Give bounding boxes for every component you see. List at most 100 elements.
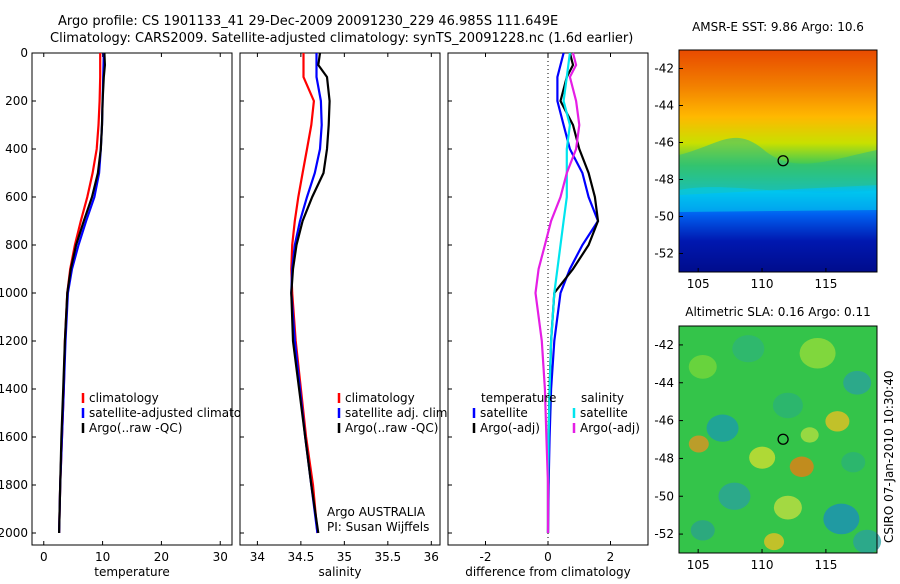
argo-float-marker — [777, 433, 789, 445]
sst-front-band — [679, 137, 877, 195]
temperature-ytick-label: 1600 — [0, 430, 28, 444]
difference-xtick-label: -2 — [480, 550, 492, 564]
sla-anomaly-patch — [688, 354, 717, 379]
sst_map-title: AMSR-E SST: 9.86 Argo: 10.6 — [692, 20, 864, 34]
salinity-annotation: PI: Susan Wijffels — [327, 520, 429, 534]
salinity-series-line — [290, 52, 331, 534]
temperature-legend-item: satellite-adjusted climatolog — [89, 406, 259, 420]
sla-anomaly-patch — [764, 533, 785, 551]
temperature-legend-item: climatology — [89, 391, 159, 405]
temperature-ytick-label: 2000 — [0, 526, 28, 540]
sla-anomaly-patch — [789, 456, 814, 477]
sla_map-xtick-label: 110 — [751, 558, 774, 572]
argo-float-marker — [777, 155, 789, 167]
figure-title-line2: Climatology: CARS2009. Satellite-adjuste… — [50, 31, 633, 46]
sst_map-ytick-label: -50 — [654, 210, 674, 224]
sla_map-title: Altimetric SLA: 0.16 Argo: 0.11 — [685, 305, 870, 319]
temperature-xtick-label: 0 — [40, 550, 48, 564]
temperature-ytick-label: 1000 — [0, 286, 28, 300]
difference-legend-heading: temperature — [481, 391, 556, 405]
salinity-legend-item: Argo(..raw -QC) — [345, 421, 438, 435]
difference-xtick-label: 2 — [607, 550, 615, 564]
salinity-xtick-label: 35 — [337, 550, 352, 564]
sst_map-axes-box — [678, 49, 878, 273]
temperature-xtick-label: 10 — [95, 550, 110, 564]
sla-anomaly-patch — [853, 529, 882, 554]
sla-anomaly-patch — [690, 520, 715, 541]
sla_map-ytick-label: -46 — [654, 414, 674, 428]
sla-anomaly-patch — [843, 370, 872, 395]
salinity-xlabel: salinity — [318, 565, 361, 579]
salinity-xtick-label: 36 — [424, 550, 439, 564]
difference-legend-item: Argo(-adj) — [580, 421, 640, 435]
sla-anomaly-patch — [799, 337, 836, 369]
sla-anomaly-patch — [706, 414, 739, 442]
temperature-ytick-label: 200 — [5, 94, 28, 108]
salinity-xtick-label: 35.5 — [374, 550, 401, 564]
sla_map-ytick-label: -50 — [654, 489, 674, 503]
salinity-annotation: Argo AUSTRALIA — [327, 505, 426, 519]
temperature-ytick-label: 400 — [5, 142, 28, 156]
sla-anomaly-patch — [718, 482, 751, 510]
sla_map-ytick-label: -42 — [654, 338, 674, 352]
temperature-axes-box — [31, 52, 233, 546]
salinity-axes-box — [239, 52, 441, 546]
sst_map-ytick-label: -44 — [654, 99, 674, 113]
sla-anomaly-patch — [800, 427, 819, 443]
sla-anomaly-patch — [823, 503, 860, 535]
sst-map-panel: AMSR-E SST: 9.86 Argo: 10.6 -42 -44 -46 -48 -… — [654, 20, 878, 291]
difference-legend-heading: salinity — [581, 391, 624, 405]
sla-anomaly-patch — [773, 495, 802, 520]
sla_map-ytick-label: -48 — [654, 451, 674, 465]
temperature-ytick-label: 1800 — [0, 478, 28, 492]
timestamp-stamp: CSIRO 07-Jan-2010 10:30:40 — [882, 371, 896, 543]
temperature-ytick-label: 1400 — [0, 382, 28, 396]
temperature-panel: 0 10 20 30 0 200 400 600 800 1000 1200 1400 1600 1800… — [0, 46, 259, 579]
salinity-xtick-label: 34 — [250, 550, 265, 564]
temperature-xtick-label: 30 — [213, 550, 228, 564]
difference-legend-item: satellite — [480, 406, 528, 420]
sst_map-xtick-label: 110 — [751, 277, 774, 291]
sla-anomaly-patch — [841, 452, 866, 473]
sst_map-xtick-label: 105 — [687, 277, 710, 291]
sla-anomaly-patch — [688, 435, 709, 453]
salinity-legend-item: climatology — [345, 391, 415, 405]
difference-legend-item: Argo(-adj) — [480, 421, 540, 435]
difference-series-line — [546, 52, 600, 534]
sla-map-panel: Altimetric SLA: 0.16 Argo: 0.11 -42 -44 -46… — [654, 305, 882, 572]
sst-cold-tongue — [679, 187, 877, 212]
difference-series-line — [534, 52, 581, 533]
difference-xlabel: difference from climatology — [465, 565, 631, 579]
sla-anomaly-patch — [772, 392, 803, 419]
sst_map-ytick-label: -48 — [654, 173, 674, 187]
salinity-panel: 34 34.5 35 35.5 36 salinity climatologysatelli… — [239, 52, 451, 579]
sla_map-ytick-label: -44 — [654, 376, 674, 390]
temperature-ytick-label: 1200 — [0, 334, 28, 348]
difference-series-line — [546, 52, 572, 533]
sla_map-axes-box — [678, 325, 878, 554]
temperature-series-line — [58, 52, 107, 534]
salinity-legend-item: satellite adj. clim. — [345, 406, 451, 420]
temperature-xlabel: temperature — [94, 565, 169, 579]
sst_map-ytick-label: -42 — [654, 62, 674, 76]
salinity-xtick-label: 34.5 — [288, 550, 315, 564]
temperature-legend-item: Argo(..raw -QC) — [89, 421, 182, 435]
temperature-ytick-label: 600 — [5, 190, 28, 204]
sla_map-ytick-label: -52 — [654, 527, 674, 541]
temperature-ytick-label: 800 — [5, 238, 28, 252]
sla_map-xtick-label: 115 — [814, 558, 837, 572]
figure-title-line1: Argo profile: CS 1901133_41 29-Dec-2009 … — [58, 14, 558, 29]
sla_map-xtick-label: 105 — [687, 558, 710, 572]
sst_map-ytick-label: -46 — [654, 136, 674, 150]
sla-anomaly-patch — [825, 411, 850, 432]
temperature-xtick-label: 20 — [154, 550, 169, 564]
difference-xtick-label: 0 — [544, 550, 552, 564]
temperature-ytick-label: 0 — [20, 46, 28, 60]
sst_map-ytick-label: -52 — [654, 247, 674, 261]
sst_map-xtick-label: 115 — [814, 277, 837, 291]
difference-legend-item: satellite — [580, 406, 628, 420]
sla-anomaly-patch — [732, 335, 765, 363]
sla-anomaly-patch — [749, 446, 776, 469]
